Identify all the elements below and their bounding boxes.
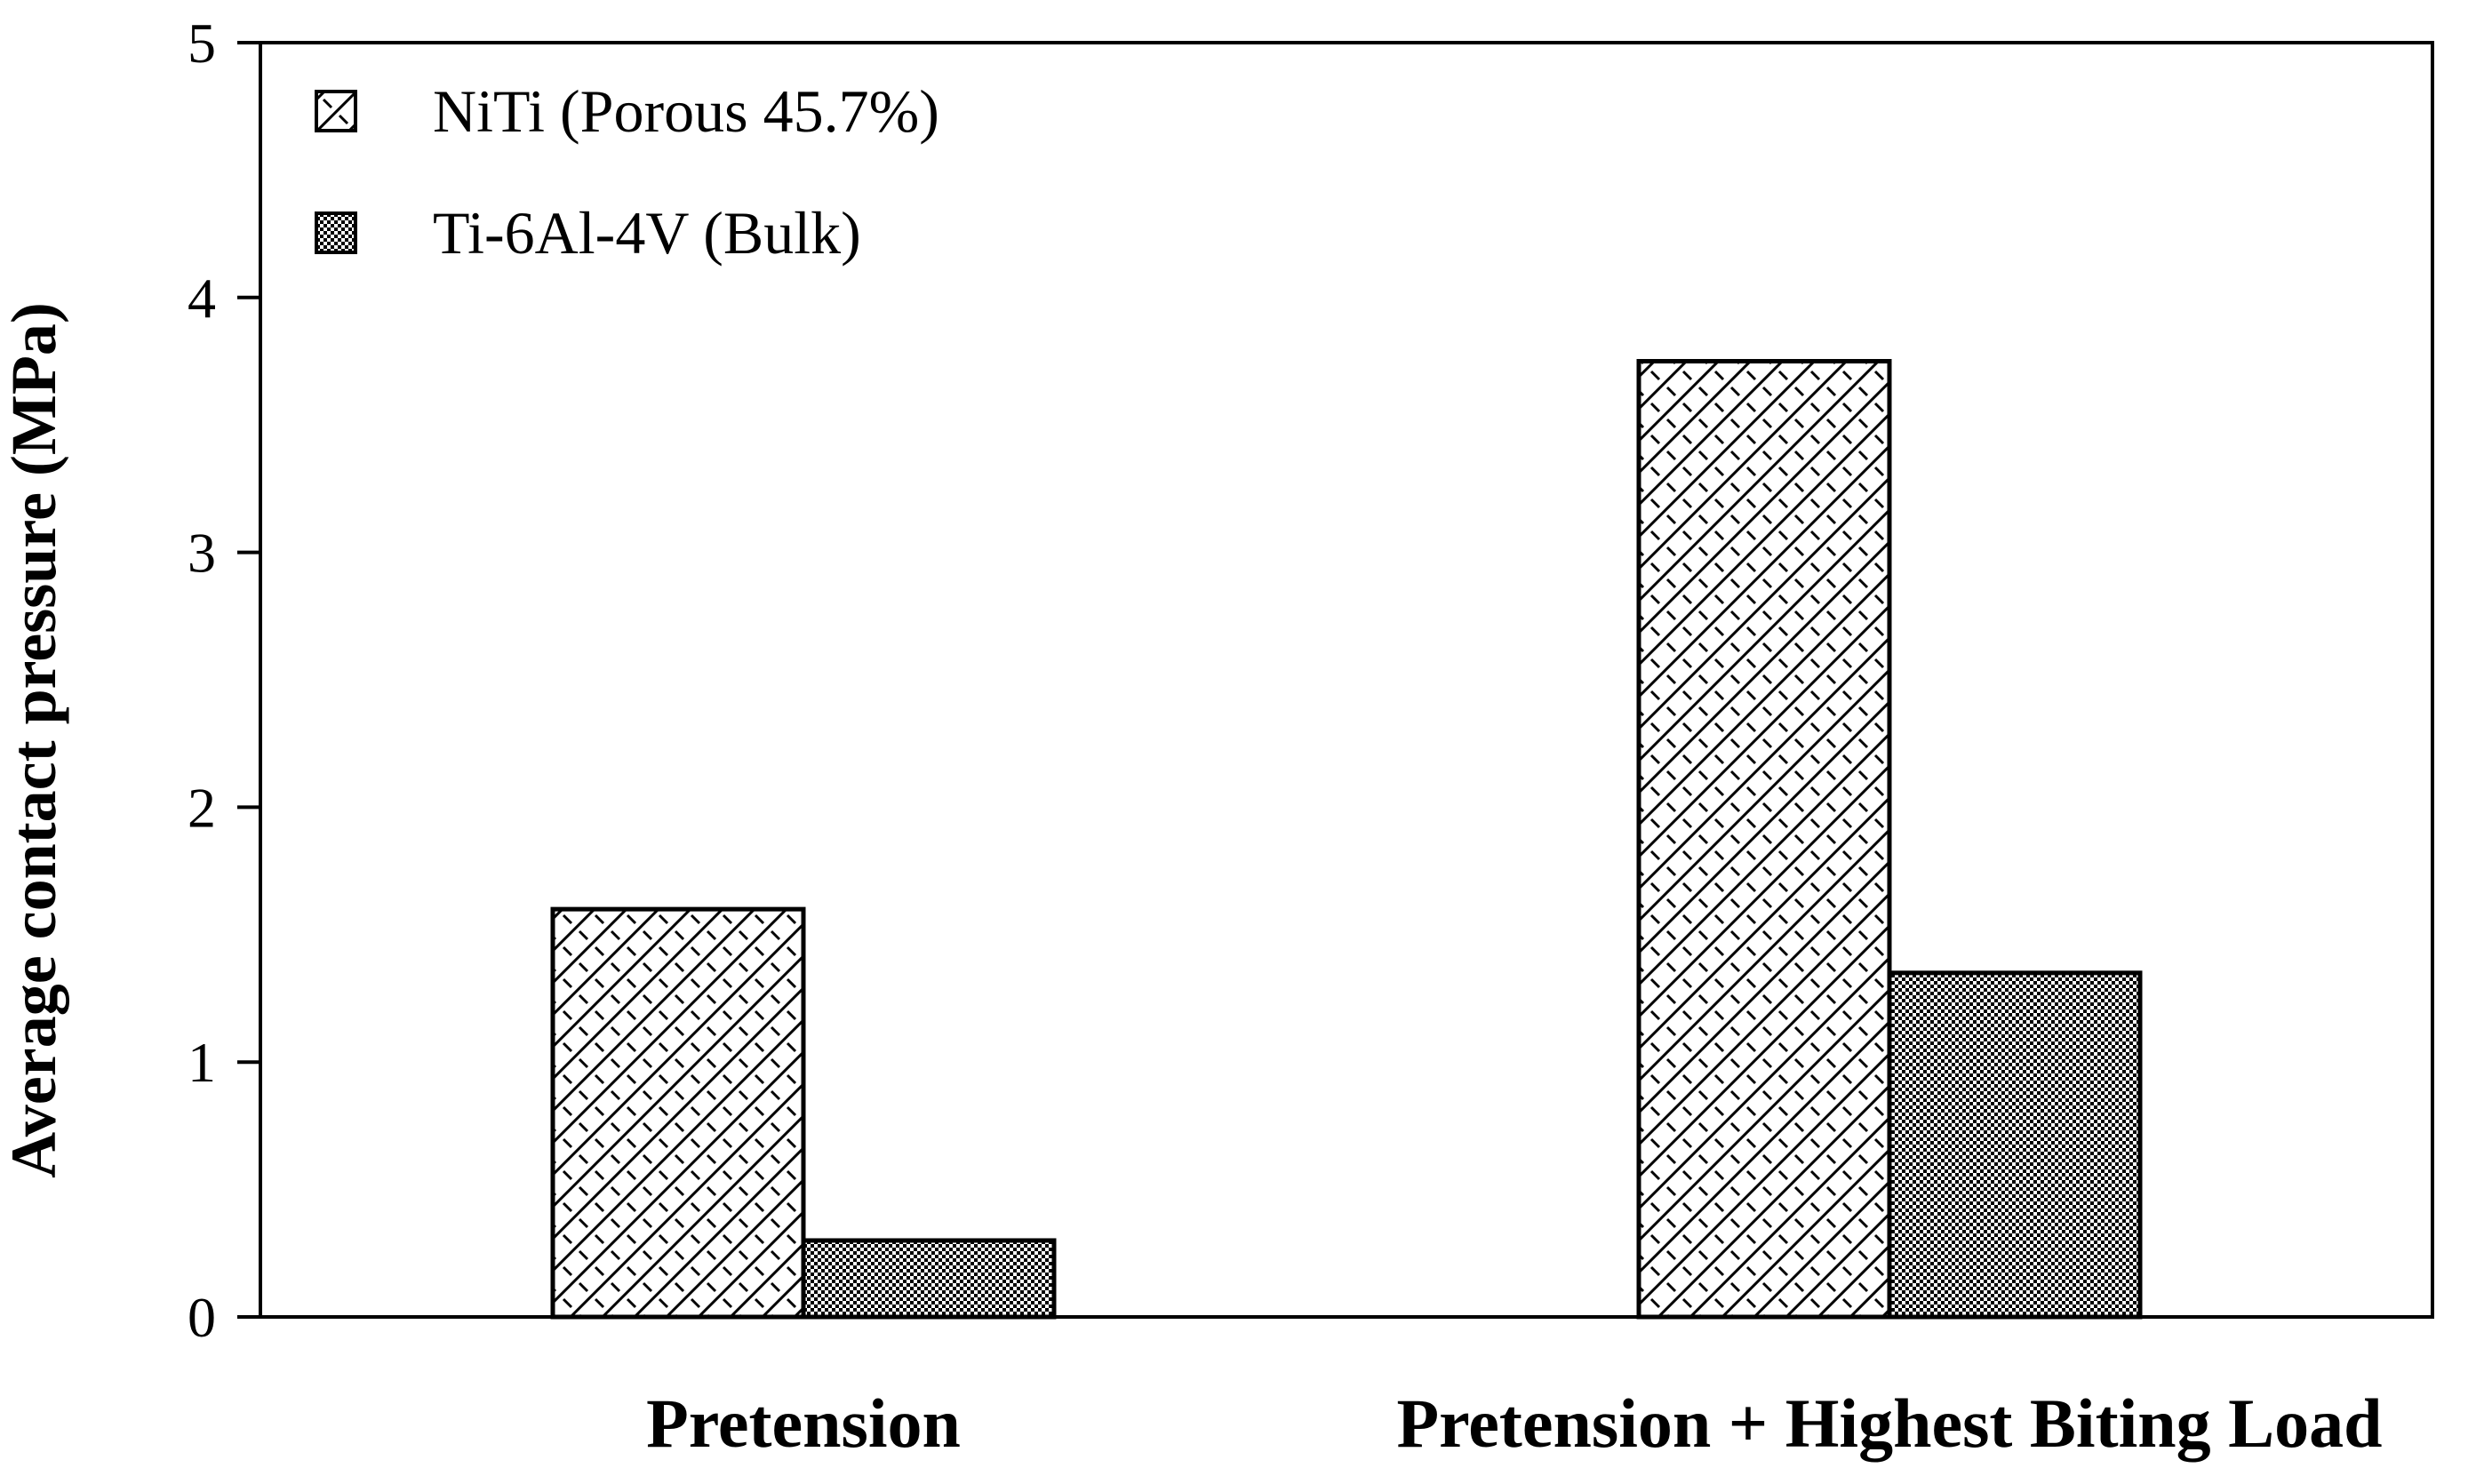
y-tick-label: 3 xyxy=(188,522,216,585)
legend-swatch xyxy=(315,211,357,254)
bar-niti-1 xyxy=(550,906,806,1320)
bar-ti6al4v-2 xyxy=(1887,970,2143,1320)
y-tick-label: 5 xyxy=(188,12,216,75)
bars xyxy=(550,359,2143,1320)
y-tick-label: 2 xyxy=(188,776,216,839)
plot-border xyxy=(259,41,2434,1319)
legend-label: Ti-6Al-4V (Bulk) xyxy=(433,199,861,267)
legend-label: NiTi (Porous 45.7%) xyxy=(433,77,939,145)
bar-ti6al4v-1 xyxy=(801,1238,1057,1320)
legend-swatch xyxy=(315,90,357,132)
y-tick-label: 0 xyxy=(188,1286,216,1349)
plot-frame xyxy=(259,41,2434,1319)
y-tick-label: 1 xyxy=(188,1031,216,1094)
x-category-label: Pretension + Highest Biting Load xyxy=(1396,1384,2382,1462)
y-tick-label: 4 xyxy=(188,267,216,330)
legend: NiTi (Porous 45.7%) Ti-6Al-4V (Bulk) xyxy=(315,77,939,267)
x-category-label: Pretension xyxy=(646,1384,961,1462)
x-axis: Pretension Pretension + Highest Biting Lo… xyxy=(646,1384,2382,1462)
y-axis-title: Average contact pressure (MPa) xyxy=(0,302,69,1178)
bar-niti-2 xyxy=(1636,359,1892,1320)
y-axis: 0 1 2 3 4 5 xyxy=(188,12,260,1349)
